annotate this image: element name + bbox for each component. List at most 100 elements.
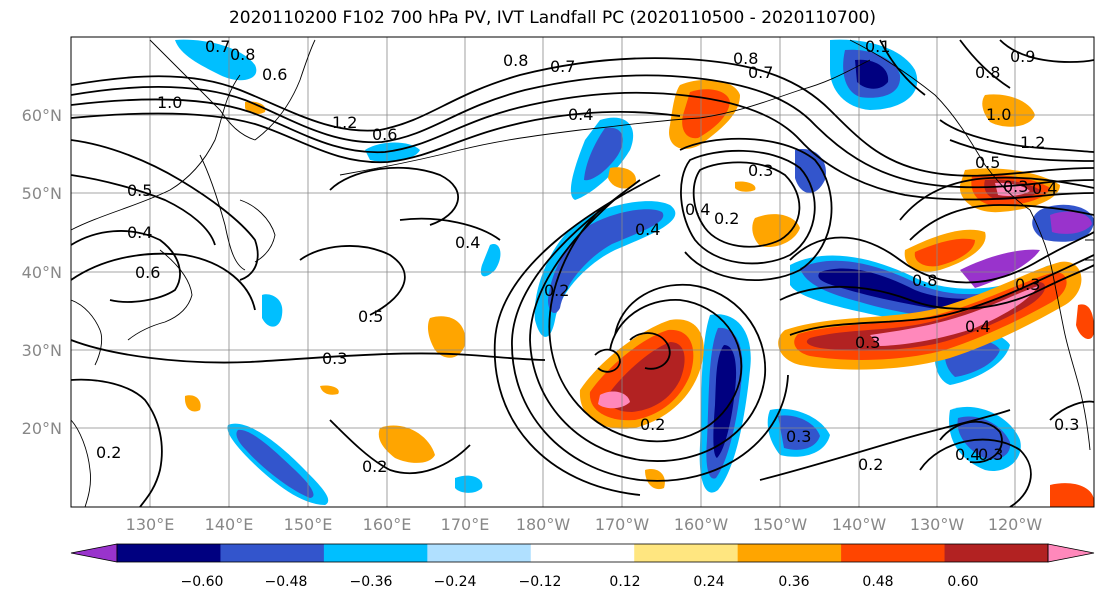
contour-line <box>299 245 406 316</box>
neg-anomaly-region <box>548 209 664 314</box>
pos-anomaly-region <box>320 385 339 395</box>
lon-label: 130°E <box>126 515 175 534</box>
contour-line <box>909 204 1094 241</box>
lat-label: 50°N <box>22 184 62 203</box>
neg-anomaly-region <box>855 59 889 89</box>
contour-line <box>789 254 1094 336</box>
pos-anomaly-region <box>735 181 756 192</box>
lon-label: 160°W <box>674 515 729 534</box>
lat-labels: 60°N 50°N 40°N 30°N 20°N <box>22 106 62 438</box>
contour-label: 0.4 <box>685 200 710 219</box>
contour-line <box>779 264 1094 310</box>
contour-line <box>71 378 163 507</box>
colorbar-extend-max <box>1047 543 1095 563</box>
neg-anomaly-region <box>584 127 623 181</box>
contour-line <box>939 119 1094 153</box>
neg-anomaly-region <box>957 416 1011 460</box>
colorbar-segment <box>841 544 946 562</box>
neg-anomaly-region <box>480 244 501 277</box>
colorbar-segment <box>944 544 1049 562</box>
contour-line <box>594 348 621 373</box>
contour-line <box>789 231 1094 284</box>
neg-anomaly-region <box>534 201 676 337</box>
colorbar-frame <box>116 543 1049 563</box>
pos-anomaly-region <box>1076 304 1094 340</box>
aleutian-chain <box>339 117 701 176</box>
pv-anomaly-fills <box>175 39 1094 507</box>
contour-line-0.3 <box>71 339 546 364</box>
pos-anomaly-region <box>608 342 685 412</box>
contour-label: 0.4 <box>568 105 593 124</box>
contour-line <box>71 57 1094 177</box>
contour-label: 0.2 <box>96 443 121 462</box>
contour-label: 0.7 <box>748 63 773 82</box>
contour-label: 0.4 <box>635 220 660 239</box>
pos-anomaly-region <box>982 94 1035 127</box>
alaska-coast <box>699 59 871 119</box>
neg-anomaly-region <box>713 345 737 458</box>
lon-label: 180°W <box>516 515 571 534</box>
lon-label: 170°E <box>441 515 490 534</box>
neg-anomaly-region <box>818 268 1000 310</box>
neg-anomaly-region <box>455 475 483 493</box>
lon-label: 140°E <box>205 515 254 534</box>
map-title: 2020110200 F102 700 hPa PV, IVT Landfall… <box>228 8 876 28</box>
lon-label: 150°W <box>753 515 808 534</box>
contour-label: 0.4 <box>1032 179 1057 198</box>
lon-label: 170°W <box>595 515 650 534</box>
contour-line <box>399 217 501 241</box>
kamchatka-coast <box>254 39 316 141</box>
contour-line <box>1049 400 1094 421</box>
neg-anomaly-region <box>236 429 314 498</box>
contour-label: 0.3 <box>855 333 880 352</box>
neg-anomaly-region <box>175 39 257 81</box>
contour-line <box>879 39 926 96</box>
neg-anomaly-region <box>778 415 820 450</box>
colorbar-tick-label: −0.36 <box>350 574 393 590</box>
contour-line <box>680 149 816 265</box>
korea-coast <box>71 299 103 366</box>
pos-anomaly-region <box>752 214 800 248</box>
contour-label: 0.5 <box>127 181 152 200</box>
contour-label: 1.2 <box>332 113 357 132</box>
colorbar-tick-label: 0.36 <box>778 574 809 590</box>
japan-coast <box>127 249 193 341</box>
contour-line <box>329 166 459 226</box>
colorbar-segment <box>117 544 221 562</box>
contour-line <box>548 209 743 443</box>
contour-line <box>329 419 471 475</box>
colorbar-tick-label: −0.60 <box>181 574 224 590</box>
contour-line <box>692 161 801 248</box>
contour-label-group: 0.7 0.6 0.8 1.0 1.2 0.6 0.5 0.4 0.6 0.8 … <box>96 37 1079 476</box>
contour-label: 0.8 <box>230 45 255 64</box>
colorbar-tick-label: −0.12 <box>519 574 562 590</box>
contour-line <box>71 74 1094 189</box>
contour-label: 0.2 <box>714 209 739 228</box>
contour-line <box>71 111 681 164</box>
contour-label: 0.3 <box>786 427 811 446</box>
china-coast <box>71 419 91 507</box>
contour-line <box>629 332 671 370</box>
map-frame <box>70 36 1095 508</box>
pos-anomaly-region <box>427 316 466 358</box>
colorbar <box>70 543 1095 563</box>
contour-label: 0.7 <box>550 57 575 76</box>
contour-label: 0.2 <box>544 281 569 300</box>
border-lines <box>1085 239 1094 261</box>
contour-label: 0.3 <box>748 161 773 180</box>
colorbar-segment <box>427 544 532 562</box>
contour-line <box>529 194 766 462</box>
colorbar-labels: −0.60 −0.48 −0.36 −0.24 −0.12 0.12 0.24 … <box>181 574 979 590</box>
lon-label: 130°W <box>910 515 965 534</box>
contour-line <box>71 174 216 246</box>
lon-label: 140°W <box>832 515 887 534</box>
contour-line <box>949 139 1094 162</box>
contour-label: 0.4 <box>955 445 980 464</box>
us-west-coast <box>1029 209 1081 391</box>
pos-anomaly-region <box>870 286 1038 346</box>
colorbar-segment <box>634 544 739 562</box>
contour-line <box>71 230 181 303</box>
coastlines <box>71 39 1094 507</box>
contour-line <box>71 252 256 311</box>
